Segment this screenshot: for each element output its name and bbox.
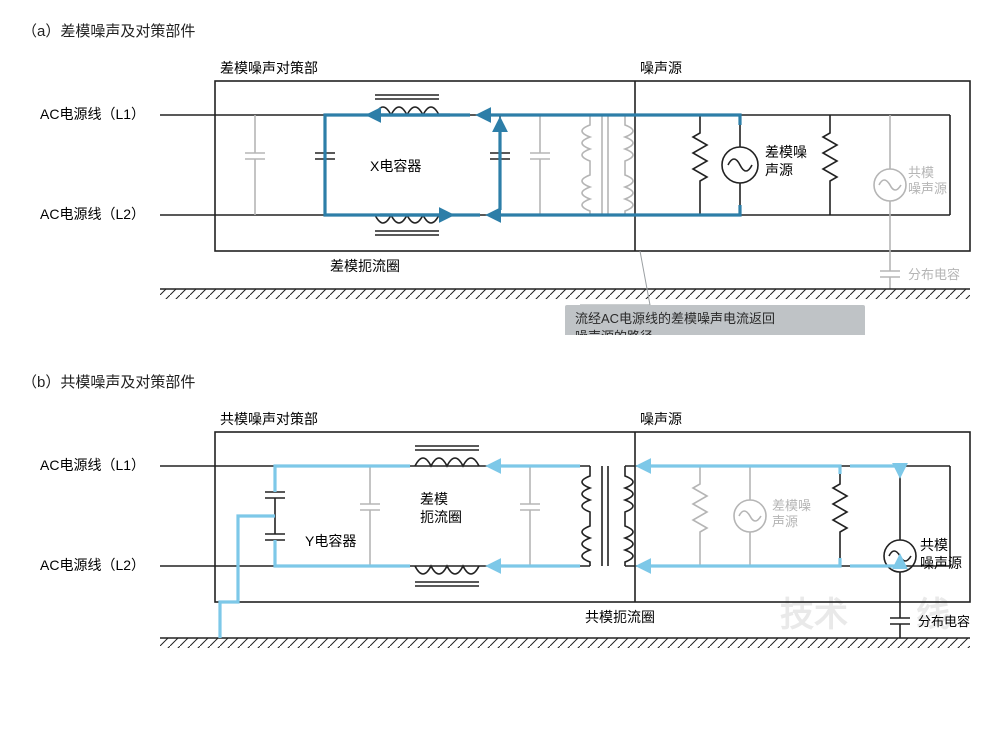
dm-src-label-l2: 声源 [765,162,793,178]
diagram-a-svg: 差模噪声对策部 噪声源 AC电源线（L1） AC电源线（L2） [20,55,980,335]
dm-choke-label: 差模扼流圈 [330,258,400,274]
y-capacitors [238,466,285,602]
ac-l2-label-b: AC电源线（L2） [40,557,145,573]
dm-src-label-l1: 差模噪 [765,144,807,160]
cm-src-grey-l1: 共模 [908,165,934,180]
cm-filter-header: 共模噪声对策部 [220,411,318,427]
mid-grey-cap [530,115,550,215]
ac-l1-label: AC电源线（L1） [40,106,145,122]
rails-b [160,466,950,566]
dm-src-grey-l2: 声源 [772,514,798,529]
diagram-b-svg: 技术 线 共模噪声对策部 噪声源 AC电源线（L1） AC电源线（L2） [20,406,980,676]
ac-l1-label-b: AC电源线（L1） [40,457,145,473]
stray-cap-grey: 分布电容 [908,267,960,282]
section-a-title: （a）差模噪声及对策部件 [22,20,980,41]
cm-src-l2: 噪声源 [920,555,962,571]
noise-src-header-b: 噪声源 [640,411,682,427]
noise-side-grey [693,466,766,566]
dm-choke-b-l2: 扼流圈 [420,509,462,525]
noise-src-header: 噪声源 [640,60,682,76]
stray-cap-label: 分布电容 [918,614,970,629]
cm-src-grey-l2: 噪声源 [908,181,947,196]
cm-src-grey [874,115,906,289]
ground-hatch [160,289,970,299]
section-b-title: （b）共模噪声及对策部件 [22,371,980,392]
cm-choke [582,466,633,566]
circuit-box-b [215,432,970,602]
dm-filter-header: 差模噪声对策部 [220,60,318,76]
dm-choke-b-l1: 差模 [420,491,448,507]
cm-choke-label: 共模扼流圈 [585,609,655,625]
input-cap-grey [245,115,265,215]
callout-line1: 流经AC电源线的差模噪声电流返回 [575,311,775,326]
callout-line2: 噪声源的路径 [575,329,653,335]
circuit-box [215,81,970,251]
ac-l2-label: AC电源线（L2） [40,206,145,222]
figure-a: （a）差模噪声及对策部件 差模噪声对策部 噪声源 [20,20,980,335]
x-cap-label: X电容器 [370,158,421,174]
cm-src-l1: 共模 [920,537,948,553]
y-cap-label: Y电容器 [305,533,356,549]
figure-b: （b）共模噪声及对策部件 技术 线 共模噪声对策部 噪声源 AC电源线（L1） [20,371,980,676]
cm-choke-grey [582,115,633,215]
dm-src-grey-l1: 差模噪 [772,498,811,513]
